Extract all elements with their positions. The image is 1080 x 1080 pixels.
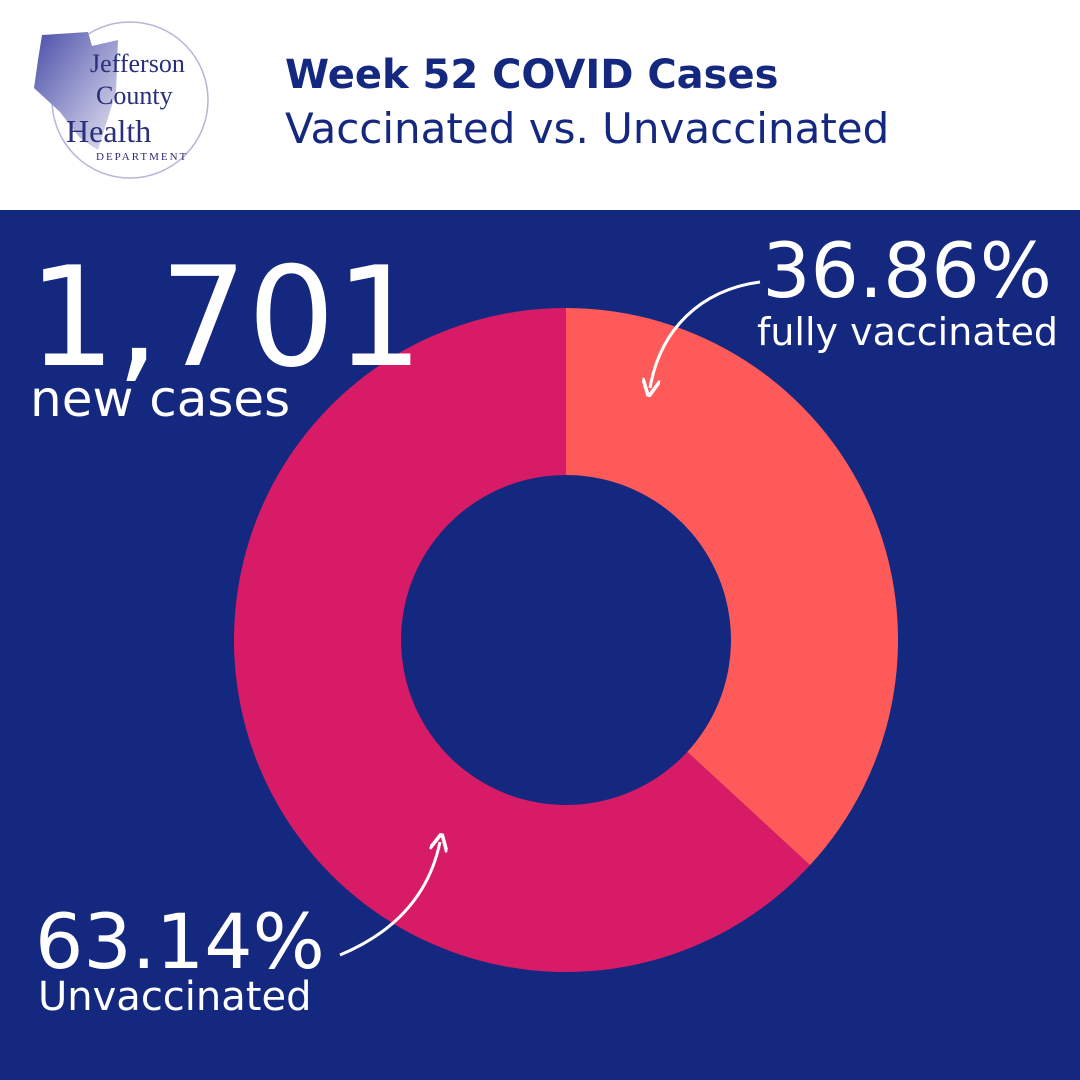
value-label: 36.86% (762, 226, 1052, 315)
category-label: Unvaccinated (38, 974, 311, 1020)
logo-subtitle: DEPARTMENT (96, 151, 188, 163)
logo: Jefferson County Health DEPARTMENT (34, 21, 209, 179)
logo-line: County (96, 81, 173, 110)
donut (233, 308, 898, 972)
value-label: 63.14% (35, 897, 325, 986)
slice (566, 308, 898, 866)
total-label: new cases (30, 370, 290, 428)
slice (233, 308, 811, 972)
chart-title: Week 52 COVID Cases (285, 52, 778, 98)
arrow (339, 842, 440, 957)
category-label: fully vaccinated (757, 310, 1058, 354)
header-bg (0, 0, 1080, 210)
logo-line: Health (66, 113, 151, 149)
total-value: 1,701 (28, 237, 423, 398)
arrow (650, 280, 761, 388)
logo-map (34, 32, 118, 150)
logo-line: Jefferson (90, 49, 185, 78)
chart-subtitle: Vaccinated vs. Unvaccinated (285, 104, 889, 153)
